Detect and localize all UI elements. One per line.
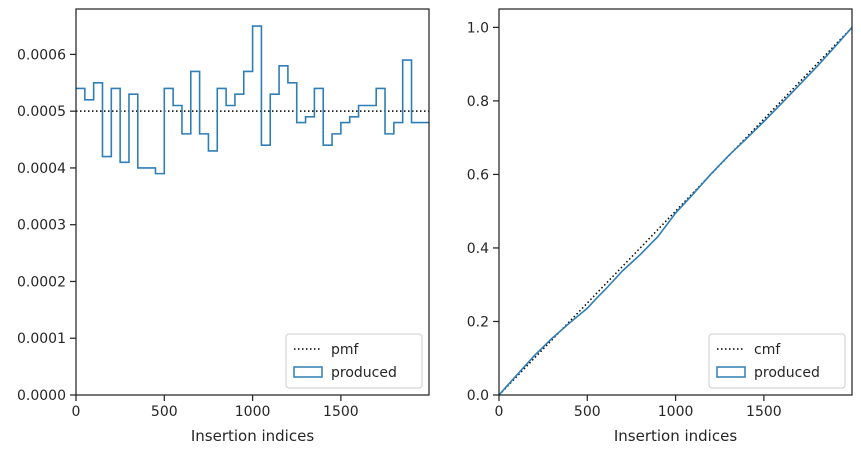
legend-label: produced xyxy=(331,365,397,381)
y-tick-label: 0.4 xyxy=(467,241,489,257)
y-tick-label: 1.0 xyxy=(467,20,489,36)
y-tick-label: 0.0006 xyxy=(17,47,66,63)
y-tick-label: 0.2 xyxy=(467,314,489,330)
x-tick-label: 500 xyxy=(151,404,178,420)
chart-cmf-panel: 0 500 1000 1500 0.0 0.2 0.4 0.6 0.8 1.0 Insertion … xyxy=(467,8,853,445)
x-axis-label: Insertion indices xyxy=(614,427,737,445)
y-tick-label: 0.6 xyxy=(467,167,489,183)
produced-line xyxy=(499,26,852,395)
x-axis-label: Insertion indices xyxy=(191,427,314,445)
legend-swatch-produced xyxy=(293,366,323,378)
legend-box xyxy=(708,333,846,389)
x-tick-label: 1000 xyxy=(658,404,694,420)
legend-label: produced xyxy=(754,365,820,381)
chart-pmf-panel: 0 500 1000 1500 0.0000 0.0001 0.0002 0.0003 0.00… xyxy=(17,8,430,445)
y-tick-label: 0.0 xyxy=(467,388,489,404)
x-tick-label: 500 xyxy=(574,404,601,420)
x-tick-label: 1000 xyxy=(235,404,271,420)
x-tick-label: 0 xyxy=(72,404,81,420)
x-tick-label: 1500 xyxy=(323,404,359,420)
legend-label: cmf xyxy=(754,342,781,358)
legend-label: pmf xyxy=(331,342,360,358)
y-tick-label: 0.8 xyxy=(467,94,489,110)
plot-area xyxy=(76,25,429,175)
y-tick-label: 0.0000 xyxy=(17,388,66,404)
legend-box xyxy=(285,333,423,389)
y-tick-label: 0.0004 xyxy=(17,161,66,177)
x-tick-label: 1500 xyxy=(746,404,782,420)
produced-line xyxy=(76,25,429,175)
y-tick-label: 0.0002 xyxy=(17,274,66,290)
y-tick-label: 0.0005 xyxy=(17,104,66,120)
legend: pmf produced xyxy=(285,333,423,389)
plot-area xyxy=(499,26,852,395)
x-tick-label: 0 xyxy=(495,404,504,420)
y-tick-label: 0.0001 xyxy=(17,331,66,347)
legend: cmf produced xyxy=(708,333,846,389)
legend-swatch-produced xyxy=(716,366,746,378)
y-tick-label: 0.0003 xyxy=(17,218,66,234)
